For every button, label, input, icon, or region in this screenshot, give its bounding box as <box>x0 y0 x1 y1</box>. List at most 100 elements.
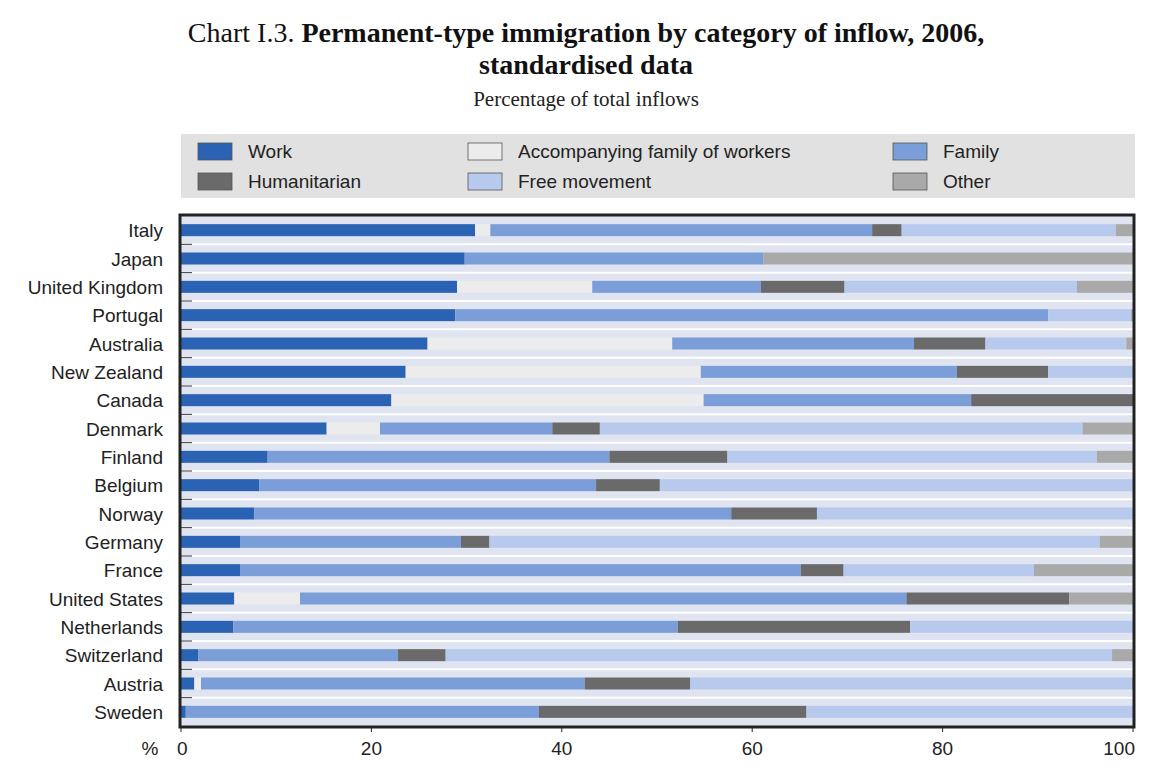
row-tick <box>181 669 192 670</box>
category-label: Netherlands <box>61 617 163 638</box>
category-label: Canada <box>96 390 163 411</box>
bar-segment <box>181 508 254 520</box>
bar-segment <box>181 678 194 690</box>
category-label: New Zealand <box>51 362 163 383</box>
category-label: Japan <box>111 249 163 270</box>
x-tick-label: 20 <box>361 738 382 759</box>
bar-segment <box>678 621 910 633</box>
legend-swatch <box>893 143 927 160</box>
bar-segment <box>268 451 610 463</box>
bar-segment <box>600 423 1083 435</box>
row-separator <box>181 668 1133 670</box>
bar-segment <box>181 394 391 406</box>
x-tick <box>371 727 372 732</box>
bar-segment <box>801 564 844 576</box>
bar-segment <box>844 564 1034 576</box>
x-tick <box>752 727 753 732</box>
legend-label: Humanitarian <box>248 171 361 192</box>
bar-segment <box>1034 564 1133 576</box>
bar-segment <box>1126 338 1133 350</box>
bar-segment <box>234 593 300 605</box>
bar-segment <box>910 621 1133 633</box>
chart-label: Chart I.3. <box>188 17 302 48</box>
bar-segment <box>872 224 902 236</box>
legend-label: Family <box>943 141 999 162</box>
legend-box <box>181 134 1135 198</box>
x-tick-label: 80 <box>932 738 953 759</box>
bar-segment <box>957 366 1048 378</box>
bar-segment <box>660 479 1133 491</box>
bar-segment <box>406 366 701 378</box>
row-separator <box>181 555 1133 557</box>
bar-segment <box>181 479 259 491</box>
legend-swatch <box>198 173 232 190</box>
bar-segment <box>181 338 428 350</box>
bar-segment <box>194 678 201 690</box>
bar-segment <box>817 508 1133 520</box>
row-tick <box>181 499 192 500</box>
bar-segment <box>845 281 1077 293</box>
bar-segment <box>181 423 327 435</box>
bar-segment <box>181 281 457 293</box>
bar-segment <box>704 394 972 406</box>
row-separator <box>181 442 1133 444</box>
bar-segment <box>181 564 240 576</box>
bar-segment <box>181 309 455 321</box>
legend-swatch <box>468 173 502 190</box>
category-label: Germany <box>85 532 164 553</box>
category-label: Norway <box>99 504 164 525</box>
bar-segment <box>475 224 490 236</box>
bar-segment <box>1048 366 1133 378</box>
bar-segment <box>240 564 801 576</box>
plot-frame <box>180 215 1134 727</box>
bar-segment <box>727 451 1096 463</box>
bar-segment <box>1100 536 1133 548</box>
row-tick <box>181 556 192 557</box>
bar-segment <box>446 649 1112 661</box>
title-line: Permanent-type immigration by category o… <box>301 17 984 48</box>
row-tick <box>181 301 192 302</box>
bar-segment <box>186 706 539 718</box>
row-separator <box>181 697 1133 699</box>
row-tick <box>181 641 192 642</box>
x-tick-label: 0 <box>177 738 188 759</box>
bar-segment <box>985 338 1126 350</box>
legend-swatch <box>468 143 502 160</box>
bar-segment <box>181 536 240 548</box>
row-separator <box>181 470 1133 472</box>
bar-segment <box>457 281 592 293</box>
bar-segment <box>398 649 446 661</box>
bar-segment <box>1097 451 1133 463</box>
bar-segment <box>1083 423 1133 435</box>
row-tick <box>181 386 192 387</box>
row-separator <box>181 527 1133 529</box>
bar-segment <box>596 479 660 491</box>
x-tick <box>942 727 943 732</box>
bar-segment <box>181 649 198 661</box>
subtitle: Percentage of total inflows <box>473 87 699 111</box>
bars <box>181 224 1133 718</box>
bar-segment <box>764 253 1133 265</box>
legend-label: Other <box>943 171 991 192</box>
category-label: Italy <box>128 220 163 241</box>
category-label: Sweden <box>94 702 163 723</box>
row-separator <box>181 272 1133 274</box>
bar-segment <box>806 706 1133 718</box>
legend: WorkAccompanying family of workersFamily… <box>181 134 1135 198</box>
row-separator <box>181 640 1133 642</box>
bar-segment <box>1077 281 1133 293</box>
bar-segment <box>585 678 691 690</box>
bar-segment <box>380 423 552 435</box>
bar-segment <box>181 224 475 236</box>
row-tick <box>181 414 192 415</box>
bar-segment <box>1048 309 1131 321</box>
row-tick <box>181 442 192 443</box>
bar-segment <box>181 621 233 633</box>
category-label: United Kingdom <box>28 277 163 298</box>
bar-segment <box>461 536 490 548</box>
bar-segment <box>731 508 817 520</box>
row-separator <box>181 385 1133 387</box>
row-separator <box>181 612 1133 614</box>
category-label: France <box>104 560 163 581</box>
row-tick <box>181 471 192 472</box>
